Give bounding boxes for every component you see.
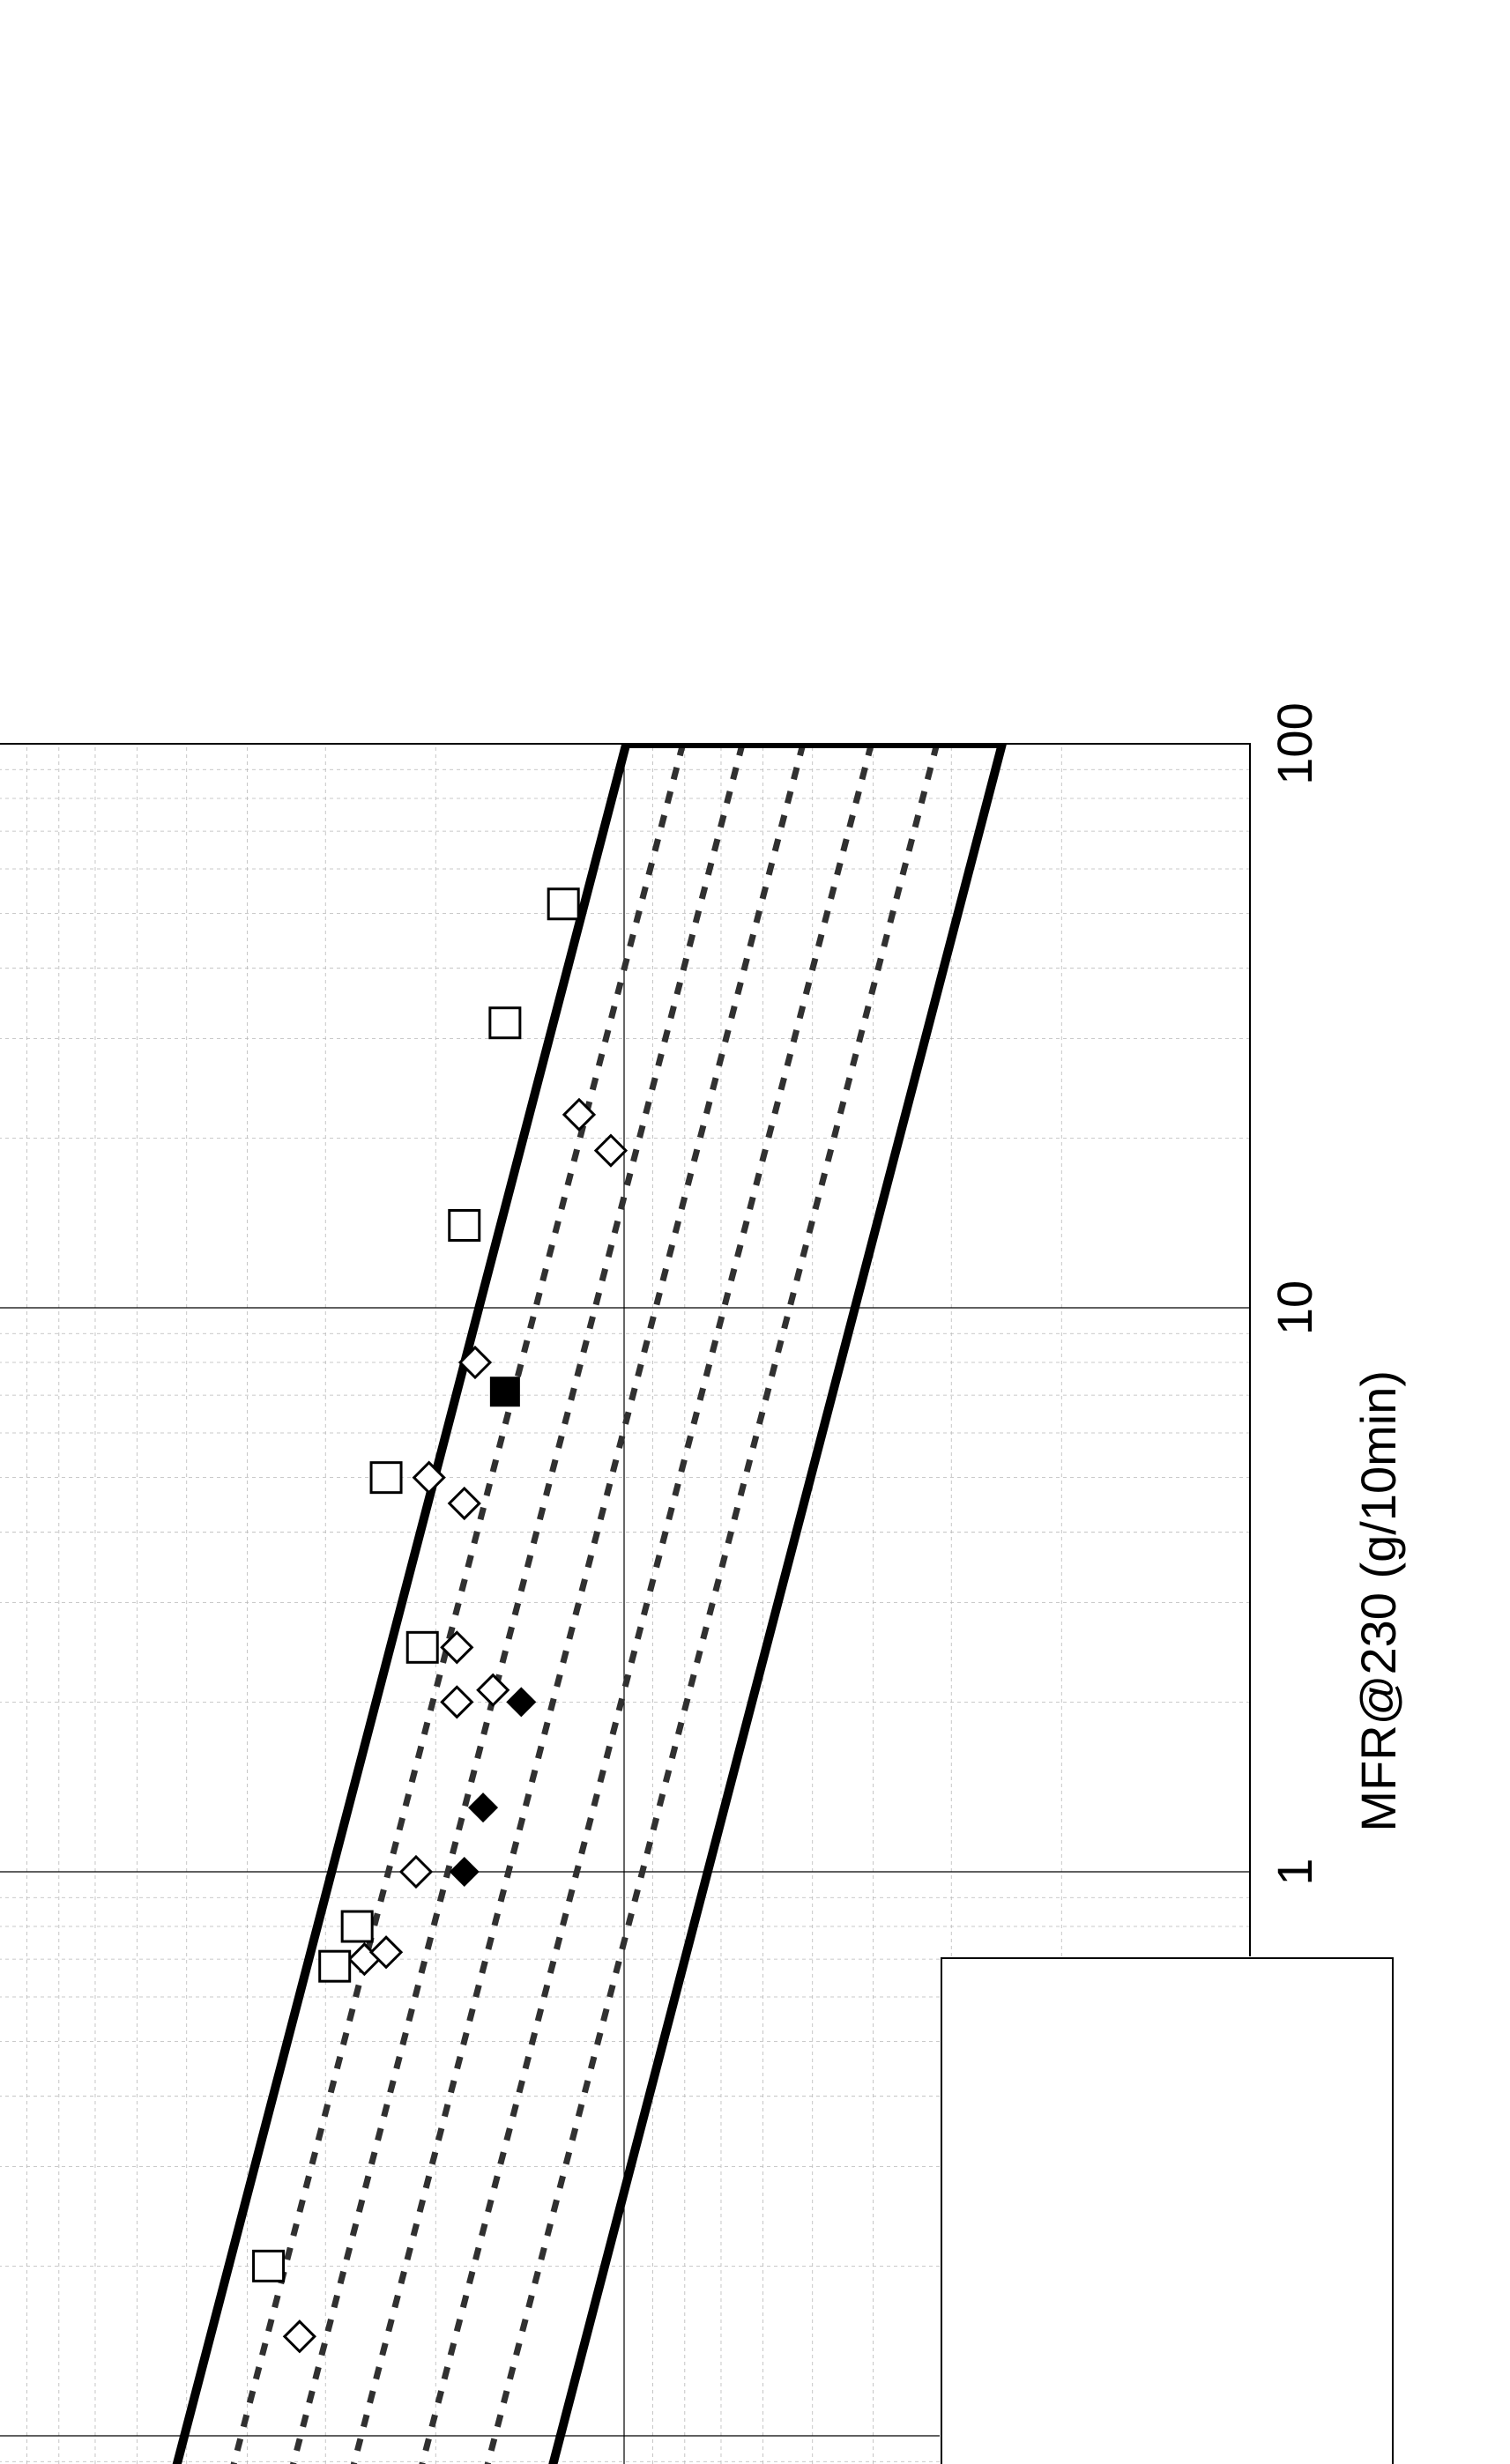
x-tick-label: 10 (1267, 1280, 1322, 1335)
x-axis-label: MFR@230 (g/10min) (1350, 1370, 1406, 1832)
legend: 本发明实施例所使用的聚合物a-2、b-1、b-2a-1AA-1～5, BB-1～… (940, 1956, 1395, 2464)
chart-figure: 0.010.11101000.1110MFR@230 (g/10min)[ η … (0, 0, 1510, 2464)
x-tick-label: 100 (1267, 702, 1322, 784)
x-tick-label: 1 (1267, 1858, 1322, 1885)
